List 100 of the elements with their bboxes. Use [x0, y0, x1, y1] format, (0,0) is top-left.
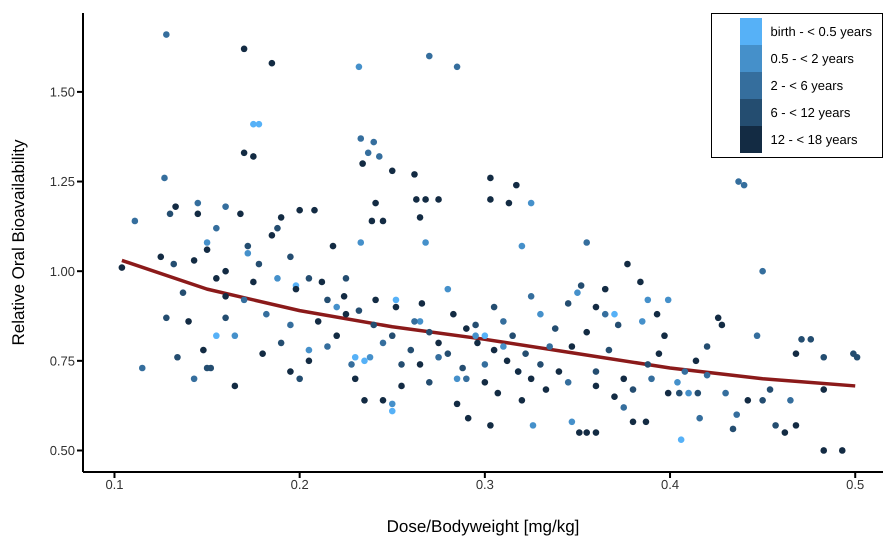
x-tick-label: 0.5	[846, 477, 864, 492]
point	[754, 332, 760, 340]
point	[583, 239, 590, 246]
point	[163, 31, 170, 38]
point	[537, 361, 544, 368]
point	[274, 275, 281, 282]
point	[454, 63, 460, 70]
point	[278, 340, 284, 346]
point	[232, 332, 238, 340]
point	[694, 390, 702, 396]
point	[244, 242, 252, 250]
point	[426, 379, 433, 386]
point	[518, 242, 526, 250]
point	[274, 224, 281, 232]
line-series	[120, 258, 857, 388]
point	[380, 340, 386, 346]
point	[388, 400, 396, 408]
point	[807, 336, 814, 343]
x-axis-title: Dose/Bodyweight [mg/kg]	[386, 517, 580, 536]
point	[444, 286, 452, 292]
point	[244, 250, 252, 257]
point	[759, 268, 766, 274]
point	[606, 346, 612, 354]
point	[256, 120, 262, 128]
y-tick-label: 1.00	[50, 264, 75, 279]
point	[820, 354, 828, 361]
point	[500, 318, 507, 325]
point	[704, 343, 710, 350]
point	[568, 418, 576, 426]
point	[759, 396, 766, 404]
point	[190, 375, 198, 382]
point	[426, 52, 433, 60]
point	[602, 310, 609, 318]
point	[348, 361, 355, 368]
point	[306, 275, 312, 282]
point	[392, 296, 400, 304]
point	[370, 138, 378, 146]
point	[735, 178, 742, 185]
point	[644, 361, 652, 368]
point	[546, 343, 553, 350]
point	[361, 358, 368, 364]
point	[730, 426, 736, 432]
point	[194, 200, 202, 206]
point	[611, 310, 618, 318]
point	[696, 414, 703, 422]
point	[204, 239, 210, 246]
point	[648, 375, 655, 382]
x-tick-label: 0.2	[290, 477, 309, 492]
point	[435, 354, 442, 361]
point	[854, 354, 860, 361]
point	[614, 322, 622, 328]
y-axis-title: Relative Oral Bioavailability	[9, 139, 28, 346]
point	[459, 364, 466, 372]
point	[407, 346, 414, 354]
point	[704, 372, 710, 378]
y-tick-label: 0.50	[50, 443, 75, 458]
point	[528, 292, 534, 300]
point	[333, 304, 340, 310]
x-tick-label: 0.1	[105, 477, 124, 492]
point	[454, 375, 460, 382]
point	[772, 422, 779, 429]
point	[287, 322, 294, 328]
point	[352, 354, 359, 361]
x-tick-label: 0.3	[476, 477, 494, 492]
point	[733, 411, 740, 418]
point	[356, 63, 362, 70]
point	[213, 332, 220, 340]
point	[256, 260, 262, 268]
point	[222, 203, 229, 210]
point	[161, 174, 168, 182]
point	[578, 282, 584, 289]
point	[685, 390, 692, 396]
point	[620, 404, 628, 411]
point	[664, 296, 672, 304]
point	[522, 350, 529, 357]
point	[528, 200, 534, 206]
point	[376, 153, 383, 160]
point	[787, 396, 794, 404]
point	[564, 379, 572, 386]
point	[426, 328, 433, 336]
point	[530, 422, 536, 429]
point	[213, 224, 220, 232]
point	[180, 289, 186, 296]
point	[366, 354, 374, 361]
x-tick-label: 0.4	[661, 477, 680, 492]
point	[370, 322, 378, 328]
point	[463, 375, 470, 382]
legend-label: 12 - < 18 years	[770, 132, 858, 147]
point	[170, 260, 178, 268]
point	[324, 343, 331, 350]
point	[444, 350, 452, 357]
point	[324, 296, 331, 304]
point	[287, 254, 294, 260]
point	[364, 150, 372, 156]
point	[682, 368, 688, 375]
point	[676, 390, 683, 396]
point	[398, 361, 405, 368]
legend-label: 6 - < 12 years	[770, 105, 850, 120]
point	[250, 120, 257, 128]
point	[132, 218, 138, 224]
